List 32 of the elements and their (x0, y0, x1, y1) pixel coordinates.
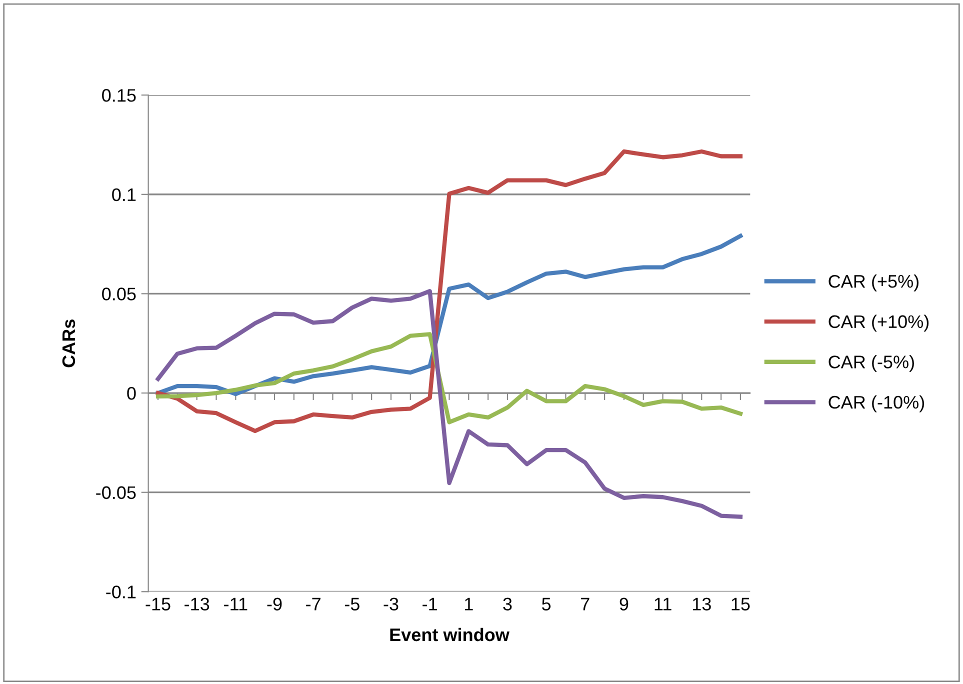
x-tick-label: 5 (542, 598, 551, 610)
x-tick-label: -15 (146, 598, 170, 610)
x-tick-label: -9 (267, 598, 282, 610)
x-tick-label: -3 (384, 598, 398, 610)
y-axis-title: CARs (62, 320, 76, 368)
y-tick-label: 0 (127, 386, 136, 400)
x-tick-label: -11 (224, 598, 248, 610)
x-tick-label: -5 (344, 598, 360, 610)
legend-label: CAR (+10%) (828, 314, 929, 332)
line-series (156, 332, 743, 424)
x-tick-label: -13 (184, 598, 210, 610)
legend-label: CAR (-10%) (828, 395, 924, 412)
x-tick-label: 3 (503, 598, 512, 610)
legend-label: CAR (+5%) (828, 274, 918, 292)
y-tick-label: 0.05 (102, 288, 136, 300)
line-series (156, 289, 743, 519)
x-tick-label: 9 (620, 598, 628, 610)
x-tick-label: 7 (581, 598, 590, 610)
line-series (156, 149, 743, 434)
x-tick-label: 11 (654, 598, 672, 610)
x-tick-label: -1 (422, 598, 437, 610)
legend-label: CAR (-5%) (828, 355, 914, 372)
x-tick-label: 1 (465, 598, 473, 610)
x-tick-label: -7 (306, 598, 320, 610)
y-tick-label: -0.05 (96, 486, 136, 500)
line-series (156, 234, 743, 396)
y-tick-label: 0.1 (112, 188, 136, 202)
y-tick-label: -0.1 (106, 586, 136, 598)
x-tick-label: 15 (732, 598, 750, 610)
x-tick-label: 13 (692, 598, 711, 610)
y-tick-label: 0.15 (102, 89, 136, 102)
x-axis-title: Event window (390, 628, 510, 642)
